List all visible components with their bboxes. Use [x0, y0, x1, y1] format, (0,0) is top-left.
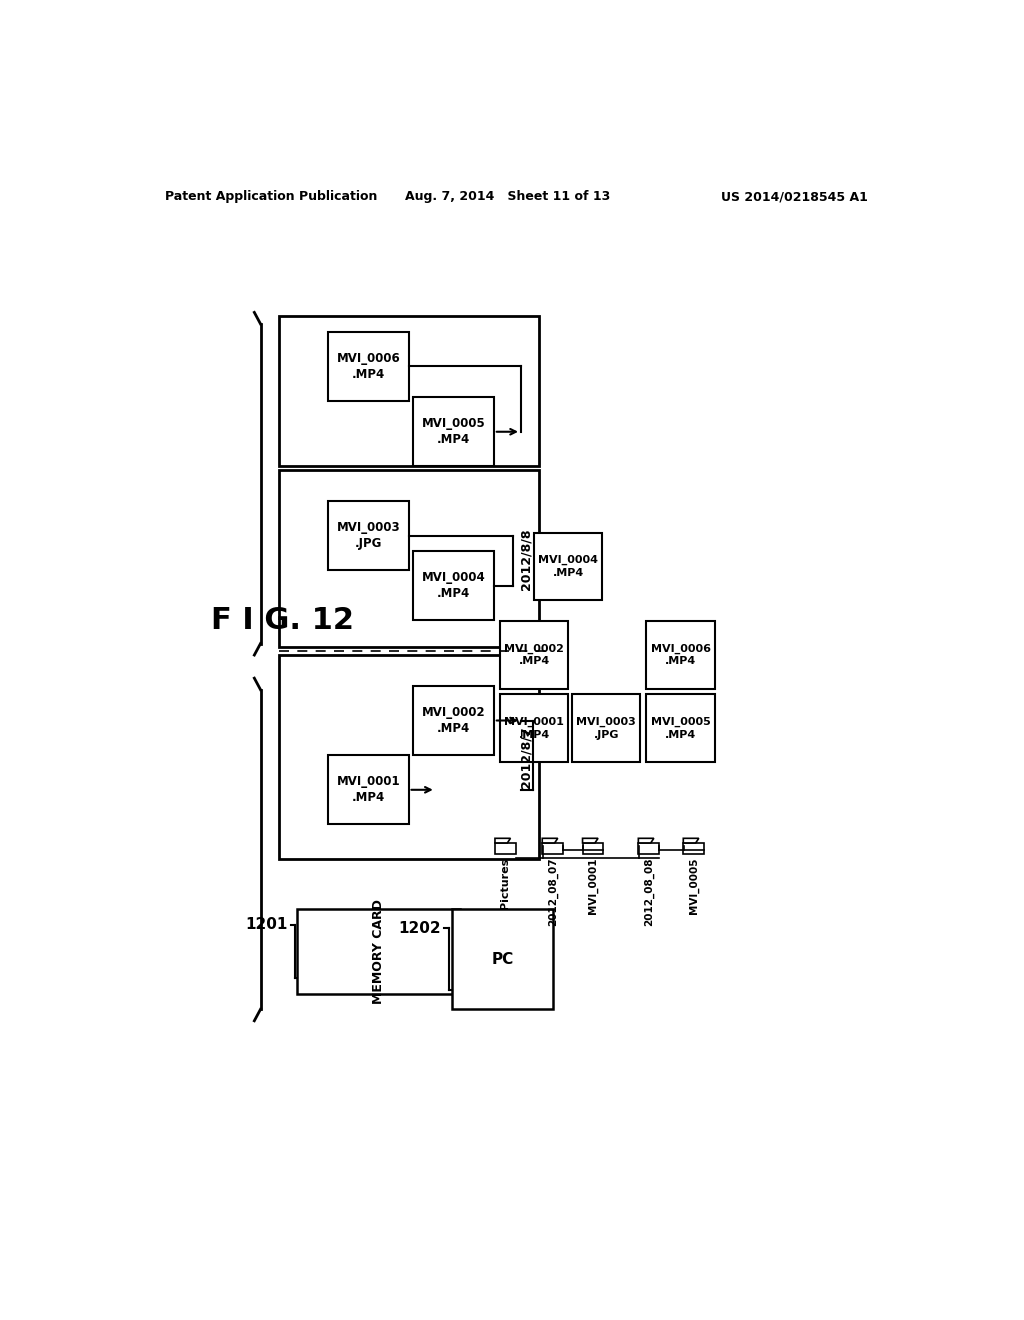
- Text: MEMORY CARD: MEMORY CARD: [372, 899, 385, 1005]
- Text: Patent Application Publication: Patent Application Publication: [165, 190, 378, 203]
- Polygon shape: [638, 838, 654, 843]
- Text: MVI_0002
.MP4: MVI_0002 .MP4: [422, 706, 485, 735]
- Text: 1202: 1202: [398, 921, 441, 936]
- Polygon shape: [683, 838, 698, 843]
- Text: MVI_0002
.MP4: MVI_0002 .MP4: [504, 644, 564, 667]
- Bar: [280, 655, 539, 859]
- Text: MVI_0005
.MP4: MVI_0005 .MP4: [422, 417, 485, 446]
- Text: US 2014/0218545 A1: US 2014/0218545 A1: [721, 190, 868, 203]
- Bar: [500, 694, 568, 762]
- Polygon shape: [583, 838, 598, 843]
- Bar: [495, 843, 516, 854]
- Text: 2012/8/7: 2012/8/7: [519, 726, 532, 788]
- Text: MVI_0003
.JPG: MVI_0003 .JPG: [577, 717, 636, 739]
- Text: Pictures: Pictures: [501, 858, 510, 908]
- Bar: [413, 397, 495, 466]
- Bar: [452, 909, 553, 1010]
- Bar: [646, 622, 715, 689]
- Bar: [328, 331, 409, 401]
- Bar: [297, 909, 460, 994]
- Text: F I G. 12: F I G. 12: [211, 606, 354, 635]
- Bar: [638, 843, 659, 854]
- Text: 2012/8/8: 2012/8/8: [519, 528, 532, 590]
- Bar: [683, 843, 705, 854]
- Text: MVI_0004
.MP4: MVI_0004 .MP4: [539, 556, 598, 578]
- Text: MVI_0003
.JPG: MVI_0003 .JPG: [337, 521, 400, 550]
- Text: 1201: 1201: [246, 917, 288, 932]
- Bar: [413, 552, 495, 620]
- Text: MVI_0006
.MP4: MVI_0006 .MP4: [650, 644, 711, 667]
- Text: MVI_0006
.MP4: MVI_0006 .MP4: [336, 352, 400, 380]
- Text: MVI_0005
.MP4: MVI_0005 .MP4: [650, 717, 711, 739]
- Polygon shape: [543, 838, 558, 843]
- Bar: [328, 502, 409, 570]
- Text: 2012_08_08: 2012_08_08: [644, 858, 654, 927]
- Bar: [583, 843, 603, 854]
- Bar: [646, 694, 715, 762]
- Text: MVI_0005: MVI_0005: [688, 858, 699, 913]
- Text: MVI_0001
.MP4: MVI_0001 .MP4: [504, 717, 564, 739]
- Bar: [543, 843, 563, 854]
- Text: MVI_0004
.MP4: MVI_0004 .MP4: [422, 572, 485, 601]
- Text: MVI_0001
.MP4: MVI_0001 .MP4: [337, 775, 400, 804]
- Bar: [280, 317, 539, 466]
- Bar: [280, 470, 539, 647]
- Text: MVI_0001: MVI_0001: [588, 858, 598, 913]
- Text: PC: PC: [492, 952, 513, 966]
- Polygon shape: [495, 838, 510, 843]
- Bar: [328, 755, 409, 825]
- Bar: [500, 622, 568, 689]
- Bar: [535, 533, 602, 601]
- Bar: [572, 694, 640, 762]
- Text: Aug. 7, 2014   Sheet 11 of 13: Aug. 7, 2014 Sheet 11 of 13: [406, 190, 610, 203]
- Bar: [413, 686, 495, 755]
- Text: 2012_08_07: 2012_08_07: [548, 858, 558, 927]
